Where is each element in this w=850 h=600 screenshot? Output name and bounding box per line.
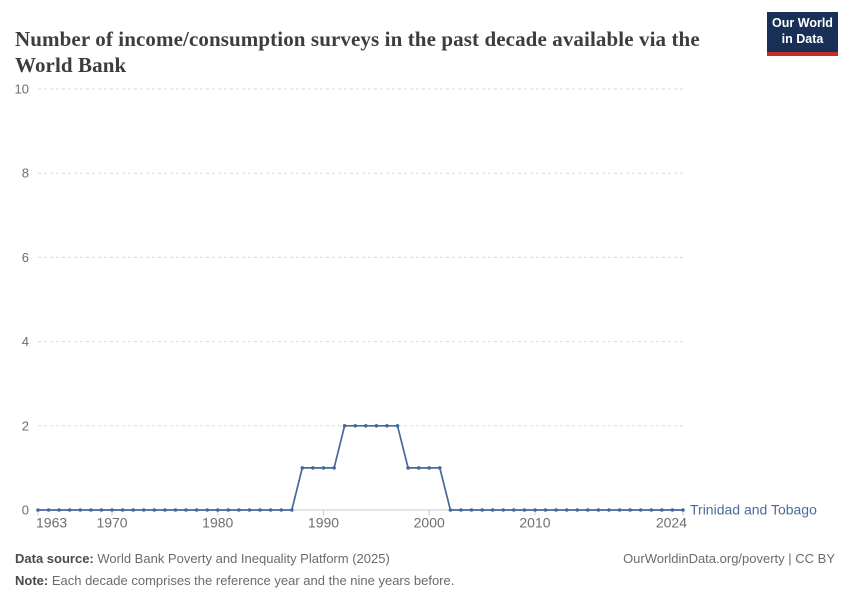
chart-canvas: 0 2 4 6 8 10 1963 1970 1980 1990 2000 2010 2024Trini… [15, 82, 818, 531]
data-point [660, 508, 664, 512]
x-tick-label: 2010 [519, 515, 550, 531]
data-point [46, 508, 51, 512]
x-tick-label: 1980 [202, 515, 233, 531]
y-tick-label: 6 [22, 250, 29, 265]
y-tick-label: 8 [22, 166, 29, 181]
y-tick-label: 0 [22, 503, 29, 518]
chart-footer: Data source: World Bank Poverty and Ineq… [0, 545, 850, 600]
data-source-line: Data source: World Bank Poverty and Ineq… [15, 548, 454, 570]
data-point [141, 508, 146, 512]
data-point [290, 508, 294, 512]
data-point [406, 466, 410, 470]
data-point [332, 466, 336, 470]
data-point [36, 508, 40, 512]
data-point [670, 508, 675, 512]
data-point [564, 508, 569, 512]
data-point [607, 508, 611, 512]
x-tick-label: 1963 [36, 515, 67, 531]
data-point [226, 508, 231, 512]
data-point [184, 508, 188, 512]
data-point [681, 508, 685, 512]
note-text: Each decade comprises the reference year… [48, 573, 455, 588]
data-point [237, 508, 241, 512]
data-point [533, 508, 537, 512]
data-point [99, 508, 104, 512]
data-point [438, 466, 442, 470]
y-tick-label: 2 [22, 418, 29, 433]
credit-link[interactable]: OurWorldinData.org/poverty | CC BY [623, 551, 835, 566]
data-point [353, 424, 358, 428]
data-point [268, 508, 273, 512]
series-label[interactable]: Trinidad and Tobago [690, 502, 817, 518]
data-source-label: Data source: [15, 551, 94, 566]
data-point [586, 508, 590, 512]
data-point [194, 508, 199, 512]
data-point [501, 508, 506, 512]
data-point [617, 508, 622, 512]
series-line [38, 424, 683, 511]
data-point [522, 508, 527, 512]
data-point [247, 508, 252, 512]
data-point [364, 424, 368, 428]
gridlines [38, 88, 683, 511]
data-point [258, 508, 262, 512]
data-point [131, 508, 135, 512]
data-point [490, 508, 495, 512]
note-label: Note: [15, 573, 49, 588]
footer-notes: Data source: World Bank Poverty and Ineq… [15, 548, 454, 592]
x-axis-ticks: 1963 1970 1980 1990 2000 2010 2024 [36, 510, 687, 531]
x-tick-label: 1970 [96, 515, 127, 531]
data-point [554, 508, 558, 512]
data-point [638, 508, 643, 512]
y-axis-labels: 0 2 4 6 8 10 [15, 82, 29, 518]
y-tick-label: 4 [22, 334, 29, 349]
series-trinidad-and-tobago: Trinidad and Tobago [36, 424, 817, 518]
data-point [78, 508, 83, 512]
data-point [89, 508, 93, 512]
data-point [205, 508, 209, 512]
data-point [512, 508, 516, 512]
data-point [395, 424, 400, 428]
data-point [342, 424, 347, 428]
data-point [67, 508, 72, 512]
data-point [279, 508, 284, 512]
x-tick-label: 1990 [308, 515, 339, 531]
data-point [374, 424, 379, 428]
data-point [110, 508, 114, 512]
data-point [649, 508, 654, 512]
data-point [543, 508, 548, 512]
data-point [311, 466, 315, 470]
page-title: Number of income/consumption surveys in … [15, 27, 700, 78]
series-points [36, 424, 685, 512]
data-point [385, 424, 389, 428]
x-tick-label: 2024 [656, 515, 687, 531]
data-point [173, 508, 178, 512]
owid-logo-line2: in Data [781, 32, 824, 46]
x-tick-label: 2000 [414, 515, 445, 531]
data-point [152, 508, 157, 512]
data-point [57, 508, 61, 512]
data-point [448, 508, 453, 512]
data-point [300, 466, 305, 470]
data-point [575, 508, 580, 512]
data-point [321, 466, 326, 470]
owid-logo[interactable]: Our World in Data [767, 12, 838, 56]
y-tick-label: 10 [15, 82, 29, 97]
data-point [163, 508, 167, 512]
data-point [596, 508, 601, 512]
data-point [628, 508, 632, 512]
data-point [120, 508, 125, 512]
data-point [469, 508, 474, 512]
data-point [216, 508, 220, 512]
data-source-text: World Bank Poverty and Inequality Platfo… [93, 551, 390, 566]
note-line: Note: Each decade comprises the referenc… [15, 570, 454, 592]
data-point [459, 508, 463, 512]
data-point [480, 508, 484, 512]
data-point [416, 466, 421, 470]
data-point [427, 466, 432, 470]
owid-logo-line1: Our World [772, 16, 833, 30]
